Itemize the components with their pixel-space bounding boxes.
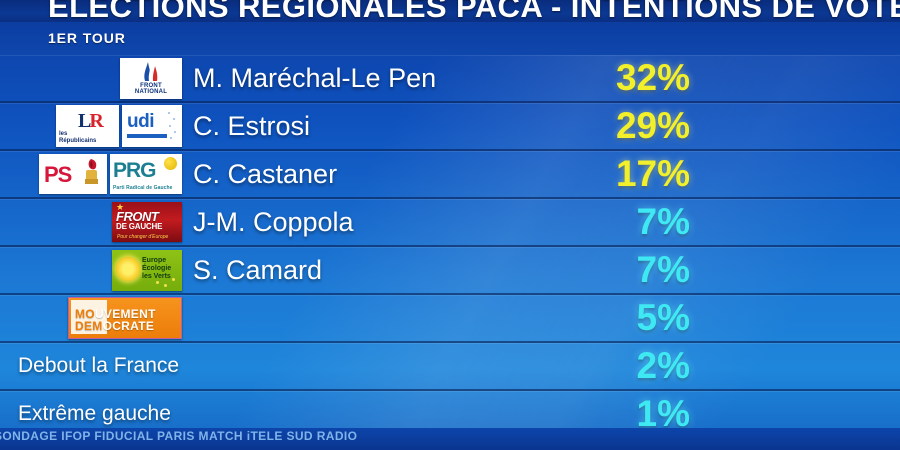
modem-line2: DEMOCRATE: [75, 319, 155, 333]
party-logos: MOUVEMENT DEMOCRATE: [68, 295, 182, 341]
party-logos: PS PRG Parti Radical de Gauche: [39, 151, 182, 197]
front-national-label: FRONT NATIONAL: [134, 82, 168, 96]
fdg-line2: DE GAUCHE: [116, 222, 163, 231]
prg-sun-icon: [164, 157, 177, 170]
candidate-percentage: 29%: [615, 105, 690, 146]
results-table: FRONT NATIONAL M. Maréchal-Le Pen 32% LR…: [0, 55, 900, 439]
prg-sublabel: Parti Radical de Gauche: [113, 185, 173, 191]
flame-icon: [144, 61, 158, 81]
candidate-percentage: 7%: [636, 201, 690, 242]
table-row: Europe Écologie les Verts S. Camard 7%: [0, 247, 900, 295]
table-row: MOUVEMENT DEMOCRATE 5%: [0, 295, 900, 343]
prg-label: PRG: [113, 159, 157, 182]
page-title: ÉLECTIONS RÉGIONALES PACA - INTENTIONS D…: [48, 0, 900, 22]
table-row: PS PRG Parti Radical de Gauche C. Castan…: [0, 151, 900, 199]
udi-logo-icon: udi: [122, 105, 182, 147]
table-row: Debout la France 2%: [0, 343, 900, 391]
party-logos: Europe Écologie les Verts: [112, 247, 182, 293]
les-republicains-logo-icon: LR les Républicains: [56, 105, 119, 147]
candidate-name: S. Camard: [193, 254, 323, 285]
party-logos: ★ FRONT DE GAUCHE Pour changer d'Europe: [112, 199, 182, 245]
footer-bar: SONDAGE IFOP FIDUCIAL PARIS MATCH iTELE …: [0, 428, 900, 450]
udi-underline: [127, 134, 167, 138]
fdg-line3: Pour changer d'Europe: [117, 234, 169, 240]
parti-radical-de-gauche-logo-icon: PRG Parti Radical de Gauche: [110, 154, 182, 194]
front-de-gauche-logo-icon: ★ FRONT DE GAUCHE Pour changer d'Europe: [112, 202, 182, 242]
subheader-bar: [0, 22, 900, 55]
candidate-name: Extrême gauche: [18, 402, 171, 425]
mouvement-democrate-logo-icon: MOUVEMENT DEMOCRATE: [68, 297, 182, 339]
sun-icon: [116, 256, 140, 281]
candidate-percentage: 17%: [615, 153, 690, 194]
star-icon: ★: [116, 202, 125, 212]
front-national-logo-icon: FRONT NATIONAL: [120, 57, 182, 99]
candidate-percentage: 2%: [636, 345, 690, 386]
candidate-percentage: 1%: [636, 393, 690, 434]
modem-line1: MOUVEMENT: [75, 307, 156, 321]
lr-monogram: LR: [78, 110, 104, 132]
candidate-name: M. Maréchal-Le Pen: [193, 62, 437, 93]
table-row: ★ FRONT DE GAUCHE Pour changer d'Europe …: [0, 199, 900, 247]
udi-dots: [168, 110, 178, 140]
ps-label: PS: [44, 162, 72, 187]
europe-ecologie-les-verts-logo-icon: Europe Écologie les Verts: [112, 249, 182, 291]
candidate-name: C. Castaner: [193, 158, 338, 189]
candidate-percentage: 7%: [636, 249, 690, 290]
candidate-percentage: 32%: [615, 57, 690, 98]
table-row: LR les Républicains udi C. Estrosi 29%: [0, 103, 900, 151]
party-logos: FRONT NATIONAL: [120, 55, 182, 101]
header-bar: ÉLECTIONS RÉGIONALES PACA - INTENTIONS D…: [0, 0, 900, 22]
rose-fist-icon: [85, 159, 98, 184]
candidate-name: J-M. Coppola: [193, 206, 354, 237]
candidate-name: C. Estrosi: [193, 110, 311, 141]
round-subtitle: 1ER TOUR: [48, 30, 126, 46]
eelv-label: Europe Écologie les Verts: [142, 256, 172, 280]
candidate-name: Debout la France: [18, 354, 180, 377]
table-row: FRONT NATIONAL M. Maréchal-Le Pen 32%: [0, 55, 900, 103]
parti-socialiste-logo-icon: PS: [39, 154, 107, 194]
modem-white-square: [71, 300, 107, 334]
les-republicains-label: les Républicains: [59, 131, 97, 144]
candidate-percentage: 5%: [636, 297, 690, 338]
party-logos: LR les Républicains udi: [56, 103, 182, 149]
poll-source: SONDAGE IFOP FIDUCIAL PARIS MATCH iTELE …: [0, 429, 358, 443]
fdg-line1: FRONT: [116, 209, 159, 224]
udi-label: udi: [127, 111, 155, 132]
